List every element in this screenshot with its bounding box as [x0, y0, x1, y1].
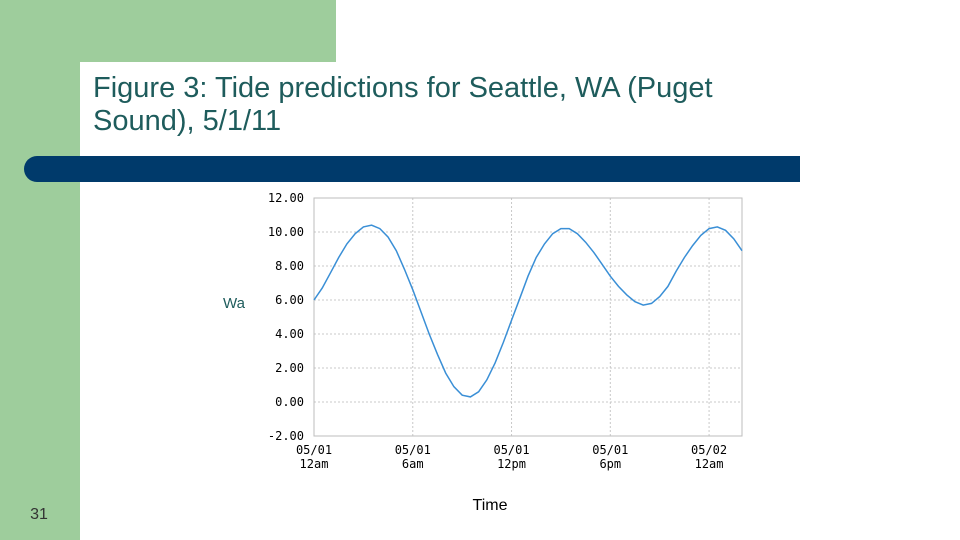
tide-series-line [313, 224, 743, 398]
green-side-band [0, 62, 80, 540]
y-tick-label: 8.00 [275, 259, 304, 273]
y-tick-label: 2.00 [275, 361, 304, 375]
x-tick-date: 05/01 [296, 443, 332, 457]
x-tick-date: 05/01 [395, 443, 431, 457]
x-tick-time: 12am [695, 457, 724, 471]
plot-frame [313, 197, 743, 437]
y-tick-label: 10.00 [268, 225, 304, 239]
y-tick-label: 4.00 [275, 327, 304, 341]
y-tick-label: -2.00 [268, 429, 304, 443]
x-axis-label: Time [472, 497, 508, 514]
x-tick-time: 6pm [599, 457, 621, 471]
y-axis-label: Water Level (ft) [223, 295, 245, 312]
x-tick-date: 05/02 [691, 443, 727, 457]
x-tick-time: 12pm [497, 457, 526, 471]
tide-chart: 12.0010.008.006.004.002.000.00-2.0005/01… [268, 191, 743, 471]
x-tick-date: 05/01 [592, 443, 628, 457]
y-tick-label: 6.00 [275, 293, 304, 307]
slide-title: Figure 3: Tide predictions for Seattle, … [93, 72, 713, 137]
y-tick-label: 0.00 [275, 395, 304, 409]
green-header-block [0, 0, 336, 62]
y-tick-label: 12.00 [268, 191, 304, 205]
slide-number: 31 [30, 506, 48, 523]
x-tick-time: 6am [402, 457, 424, 471]
x-tick-date: 05/01 [493, 443, 529, 457]
title-area [80, 62, 960, 156]
x-tick-time: 12am [300, 457, 329, 471]
tide-chart-container: 12.00 10.00 8.00 6.00 4.00 2.00 0.00 -2.00 05/01… [222, 186, 758, 481]
blue-divider-bar [24, 156, 800, 182]
